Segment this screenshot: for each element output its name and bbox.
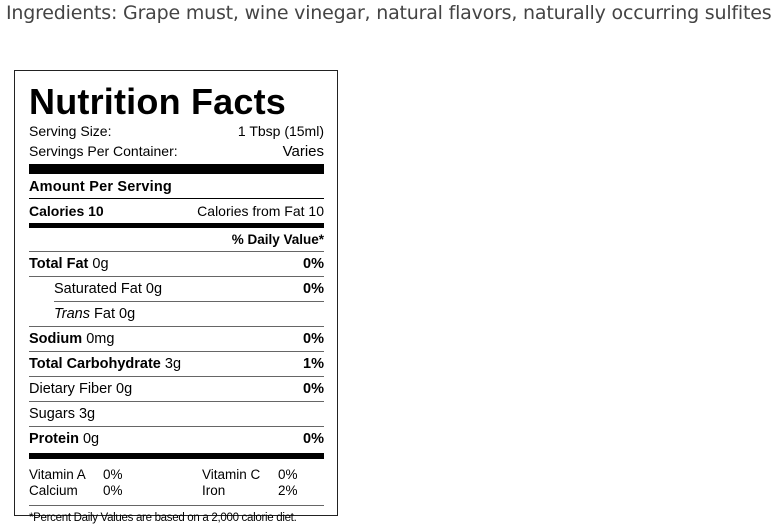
- nutrient-amount: 0g: [92, 256, 109, 272]
- nutrient-amount: 0g: [145, 281, 163, 297]
- ingredients-text: Ingredients: Grape must, wine vinegar, n…: [6, 2, 772, 24]
- nutrient-dv: 0%: [303, 256, 324, 272]
- nutrient-dv: 0%: [303, 431, 324, 447]
- nutrient-dv: 0%: [303, 381, 324, 397]
- divider: [29, 198, 324, 199]
- serving-size-row: Serving Size: 1 Tbsp (15ml): [29, 121, 324, 141]
- servings-per-container-label: Servings Per Container:: [29, 143, 178, 159]
- calories-from-fat: Calories from Fat 10: [197, 203, 324, 219]
- vitamin-name: Vitamin A: [29, 467, 86, 482]
- nutrient-amount: 0g: [116, 381, 133, 397]
- divider: [29, 505, 324, 506]
- nutrient-row-total-fat: Total Fat 0g 0%: [29, 252, 324, 276]
- calcium: Calcium 0%: [29, 483, 202, 499]
- nutrient-row-trans-fat: Trans Fat 0g: [29, 302, 324, 326]
- nutrient-name: Saturated Fat: [54, 281, 142, 297]
- nutrient-amount: Fat 0g: [94, 306, 136, 322]
- calories-label: Calories: [29, 203, 85, 219]
- nutrient-name: Dietary Fiber: [29, 381, 112, 397]
- nutrient-row-total-carbohydrate: Total Carbohydrate 3g 1%: [29, 352, 324, 376]
- nutrient-amount: 0mg: [86, 331, 115, 347]
- nutrient-name: Sugars: [29, 406, 75, 422]
- calories: Calories 10: [29, 199, 104, 223]
- vitamin-name: Vitamin C: [202, 467, 261, 482]
- vitamin-pct: 0%: [103, 483, 123, 498]
- medium-divider: [29, 223, 324, 228]
- vitamin-name: Iron: [202, 483, 226, 498]
- nutrient-row-saturated-fat: Saturated Fat 0g 0%: [29, 277, 324, 301]
- divider: [29, 326, 324, 327]
- amount-per-serving: Amount Per Serving: [29, 179, 172, 195]
- iron: Iron 2%: [202, 483, 322, 499]
- divider: [29, 276, 324, 277]
- divider: [29, 251, 324, 252]
- nutrient-amount: 3g: [164, 356, 182, 372]
- divider: [29, 351, 324, 352]
- thick-divider: [29, 164, 324, 174]
- vitamin-name: Calcium: [29, 483, 78, 498]
- nutrient-amount: 3g: [78, 406, 96, 422]
- nutrient-name: Sodium: [29, 331, 83, 347]
- divider: [54, 301, 324, 302]
- servings-per-container-row: Servings Per Container: Varies: [29, 141, 324, 161]
- calories-row: Calories 10 Calories from Fat 10: [29, 199, 324, 223]
- daily-value-header: % Daily Value*: [231, 232, 324, 247]
- vitamins-grid: Vitamin A 0% Vitamin C 0% Calcium 0% Iro…: [29, 467, 324, 499]
- nutrient-amount: 0g: [82, 431, 100, 447]
- nutrient-name: Trans: [54, 306, 90, 322]
- divider: [29, 401, 324, 402]
- divider: [29, 426, 324, 427]
- nutrition-facts-label: Nutrition Facts Serving Size: 1 Tbsp (15…: [14, 70, 338, 524]
- calories-value: 10: [88, 203, 104, 219]
- label-title: Nutrition Facts: [29, 81, 287, 122]
- nutrient-name: Protein: [29, 431, 79, 447]
- serving-size-label: Serving Size:: [29, 123, 112, 139]
- vitamin-a: Vitamin A 0%: [29, 467, 202, 483]
- divider: [29, 376, 324, 377]
- nutrient-row-sodium: Sodium 0mg 0%: [29, 327, 324, 351]
- vitamin-c: Vitamin C 0%: [202, 467, 322, 483]
- medium-divider: [29, 453, 324, 459]
- footnote: *Percent Daily Values are based on a 2,0…: [29, 512, 297, 524]
- vitamin-pct: 0%: [103, 467, 123, 482]
- serving-size-value: 1 Tbsp (15ml): [237, 123, 324, 139]
- nutrient-row-protein: Protein 0g 0%: [29, 427, 324, 451]
- nutrient-dv: 0%: [303, 281, 324, 297]
- nutrient-row-dietary-fiber: Dietary Fiber 0g 0%: [29, 377, 324, 401]
- nutrient-name: Total Carbohydrate: [29, 356, 161, 372]
- servings-per-container-value: Varies: [282, 143, 324, 160]
- nutrient-name: Total Fat: [29, 256, 89, 272]
- vitamin-pct: 2%: [278, 483, 298, 498]
- nutrient-dv: 0%: [303, 331, 324, 347]
- vitamin-pct: 0%: [278, 467, 298, 482]
- nutrient-row-sugars: Sugars 3g: [29, 402, 324, 426]
- nutrient-dv: 1%: [303, 356, 324, 372]
